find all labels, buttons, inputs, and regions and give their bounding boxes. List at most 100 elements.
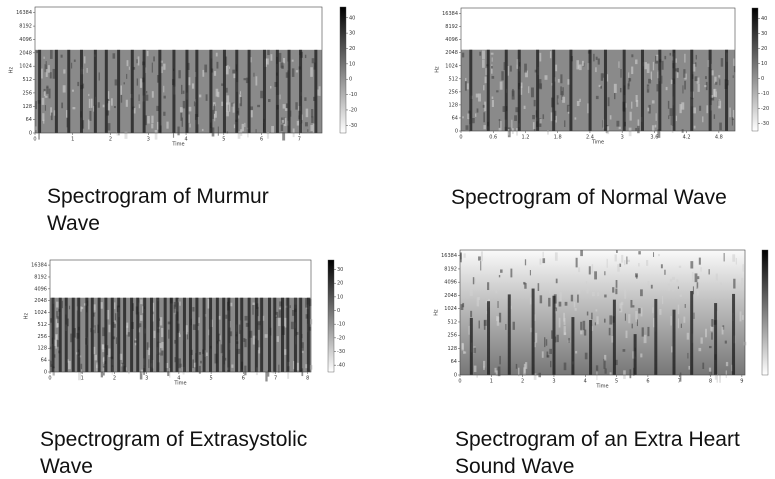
spectrogram-texture [201,128,204,132]
spectrogram-texture [679,104,682,114]
spectrogram-texture [573,301,576,308]
spectrogram-texture [278,317,281,327]
spectrogram-texture [536,49,540,131]
spectrogram-texture [640,353,643,358]
spectrogram-texture [202,297,206,372]
spectrogram-texture [723,252,725,262]
spectrogram-texture [604,368,607,374]
spectrogram-texture [212,102,216,107]
spectrogram-texture [50,107,52,116]
y-tick-label: 64 [451,359,457,365]
spectrogram-texture [214,112,216,122]
spectrogram-texture [296,120,300,126]
spectrogram-texture [307,129,309,132]
spectrogram-texture [38,132,40,140]
spectrogram-texture [476,374,478,378]
spectrogram-texture [108,324,111,333]
spectrogram-texture [85,297,89,372]
y-tick-label: 2048 [445,50,458,56]
colorbar-tick-label: 20 [337,281,343,287]
spectrogram-texture [648,78,651,84]
spectrogram-texture [534,69,537,73]
spectrogram-texture [264,334,268,338]
spectrogram-texture [681,102,685,110]
x-tick-label: 2.4 [586,135,594,141]
spectrogram-texture [484,76,487,84]
spectrogram-texture [88,93,90,97]
spectrogram-texture [584,352,588,360]
spectrogram-texture [679,294,682,297]
spectrogram-texture [539,52,542,62]
spectrogram-texture [655,113,657,121]
spectrogram-texture [102,367,105,374]
spectrogram-texture [594,322,596,326]
spectrogram-texture [650,71,653,80]
spectrogram-texture [542,251,544,258]
spectrogram-texture [160,66,163,74]
spectrogram-texture [640,49,644,131]
spectrogram-texture [113,106,116,109]
spectrogram-texture [225,65,229,75]
spectrogram-texture [603,358,606,369]
spectrogram-texture [512,321,515,330]
spectrogram-texture [249,330,253,338]
spectrogram-texture [664,55,667,60]
spectrogram-texture [229,66,231,69]
spectrogram-texture [463,351,467,354]
spectrogram-texture [238,115,240,119]
caption: Spectrogram of Extrasystolic Wave [40,428,308,478]
spectrogram-texture [267,370,270,377]
spectrogram-texture [478,93,481,102]
spectrogram-texture [158,49,162,133]
spectrogram-texture [653,252,655,257]
spectrogram-texture [44,95,48,98]
spectrogram-texture [462,302,465,308]
spectrogram-texture [284,317,288,328]
colorbar-tick-label: 0 [337,308,340,314]
spectrogram-texture [44,64,48,73]
spectrogram-texture [668,115,670,120]
spectrogram-texture [290,321,294,330]
spectrogram-texture [290,110,292,117]
spectrogram-texture [554,252,558,261]
spectrogram-texture [472,118,475,124]
spectrogram-texture [67,360,71,370]
y-tick-label: 2048 [34,298,47,304]
spectrogram-texture [237,131,241,139]
spectrogram-texture [126,325,128,335]
spectrogram-texture [563,312,566,322]
spectrogram-texture [305,314,309,319]
colorbar-tick-label: -10 [337,322,345,328]
spectrogram-texture [93,105,95,112]
spectrogram-texture [193,362,197,368]
spectrogram-texture [683,316,686,323]
spectrogram-texture [90,98,93,108]
spectrogram-texture [244,338,247,348]
spectrogram-texture [40,68,43,79]
spectrogram-texture [110,98,113,106]
spectrogram-texture [627,259,630,263]
spectrogram-texture [595,95,599,100]
spectrogram-texture [77,81,80,87]
spectrogram-texture [742,264,744,272]
spectrogram-texture [238,324,241,334]
spectrogram-texture [636,100,639,107]
spectrogram-texture [498,312,502,323]
x-axis-label: Time [591,140,604,146]
spectrogram-texture [606,258,608,268]
spectrogram-texture [570,294,574,302]
spectrogram-texture [163,111,166,116]
x-tick-label: 5 [615,379,618,385]
spectrogram-texture [714,76,717,84]
spectrogram-texture [560,86,562,96]
colorbar-tick-label: -20 [337,335,345,341]
spectrogram-texture [250,110,253,118]
spectrogram-texture [114,313,117,322]
spectrogram-texture [64,297,68,372]
spectrogram-texture [220,344,223,354]
spectrogram-texture [658,49,662,131]
x-tick-label: 7 [298,137,301,143]
spectrogram-texture [305,364,309,369]
spectrogram-texture [491,57,493,62]
spectrogram-texture [175,297,179,372]
